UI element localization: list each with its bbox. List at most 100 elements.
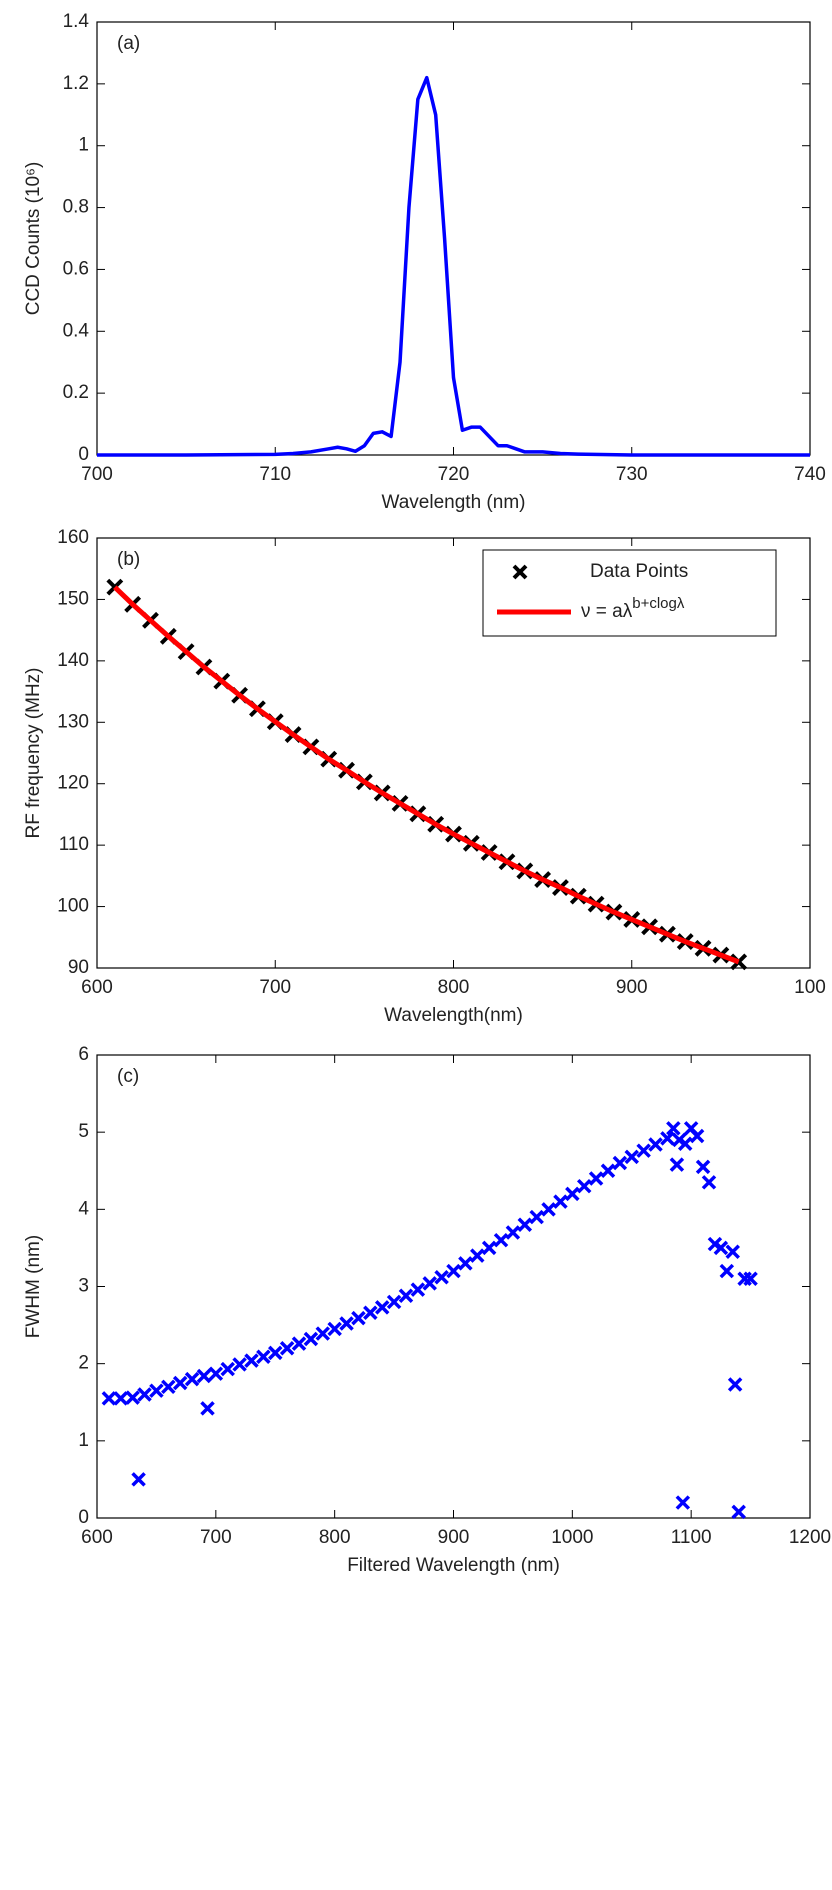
x-marker xyxy=(363,1305,378,1320)
panel-label: (c) xyxy=(117,1066,139,1087)
x-marker xyxy=(695,1159,711,1175)
x-marker xyxy=(458,1256,473,1271)
legend-superscript: b+clogλ xyxy=(632,595,685,612)
plot-area xyxy=(96,1054,811,1519)
x-marker xyxy=(172,1375,188,1391)
x-marker xyxy=(701,1175,717,1190)
x-marker xyxy=(517,1217,533,1233)
x-marker xyxy=(303,1331,319,1347)
x-tick-label: 1200 xyxy=(789,1527,831,1548)
y-tick-label: 5 xyxy=(78,1121,89,1142)
x-marker xyxy=(493,1232,509,1248)
x-marker xyxy=(576,1178,592,1194)
x-marker xyxy=(232,1357,247,1372)
x-marker xyxy=(636,1143,651,1158)
y-tick-label: 0.8 xyxy=(63,197,89,218)
y-tick-label: 4 xyxy=(78,1198,89,1219)
x-marker xyxy=(505,1225,521,1240)
legend-label: Data Points xyxy=(590,561,688,582)
x-axis-label: Wavelength (nm) xyxy=(382,492,526,513)
legend-text: Data Points xyxy=(590,561,688,582)
x-marker xyxy=(374,1300,390,1315)
y-tick-label: 140 xyxy=(57,650,89,671)
x-marker xyxy=(125,1390,140,1405)
x-marker xyxy=(624,1149,639,1165)
x-tick-label: 900 xyxy=(438,1527,470,1548)
panel: 700 710 720 730 740 0 0.2 0.4 0.6 0.8 1 1.2 1.4 Wavel… xyxy=(23,11,826,513)
x-marker xyxy=(351,1310,366,1326)
x-marker xyxy=(184,1371,200,1387)
x-marker xyxy=(660,1131,675,1146)
x-marker xyxy=(727,1377,743,1392)
x-marker xyxy=(743,1271,758,1287)
y-tick-label: 120 xyxy=(57,773,89,794)
x-marker xyxy=(208,1366,224,1381)
x-tick-label: 720 xyxy=(438,464,470,485)
x-tick-label: 1100 xyxy=(671,1527,712,1548)
x-marker xyxy=(689,1128,705,1144)
panel-label: (a) xyxy=(117,33,140,54)
y-tick-label: 0.2 xyxy=(63,382,89,403)
x-tick-label: 600 xyxy=(81,977,113,998)
x-marker xyxy=(719,1263,735,1279)
series-group xyxy=(97,75,810,457)
x-marker xyxy=(600,1163,616,1178)
x-marker xyxy=(386,1294,402,1310)
x-marker xyxy=(101,1391,117,1406)
y-tick-label: 150 xyxy=(57,588,89,609)
x-axis-label: Filtered Wavelength (nm) xyxy=(347,1555,560,1576)
x-marker xyxy=(244,1353,259,1368)
legend-box xyxy=(482,549,777,637)
y-axis-label: CCD Counts (10⁶) xyxy=(23,162,44,316)
x-marker xyxy=(669,1157,685,1172)
x-marker xyxy=(220,1361,235,1377)
x-tick-label: 600 xyxy=(81,1527,113,1548)
x-tick-label: 800 xyxy=(319,1527,351,1548)
x-marker xyxy=(161,1379,176,1395)
x-marker xyxy=(677,1136,693,1151)
y-tick-label: 6 xyxy=(78,1044,89,1065)
x-marker xyxy=(731,1504,746,1520)
x-marker xyxy=(149,1383,164,1398)
y-tick-label: 2 xyxy=(78,1353,89,1374)
x-marker xyxy=(512,564,528,580)
x-marker xyxy=(529,1209,544,1225)
x-tick-label: 710 xyxy=(259,464,291,485)
y-tick-label: 0 xyxy=(78,1507,89,1528)
y-tick-label: 0 xyxy=(78,444,89,465)
y-tick-label: 0.6 xyxy=(63,258,89,279)
panel: 600 700 800 900 100 90 100 110 120 130 140 150 160 Wa… xyxy=(23,527,826,1026)
legend-label: ν = aλb+clogλ xyxy=(581,595,685,622)
x-marker xyxy=(315,1326,331,1341)
x-marker xyxy=(612,1155,628,1171)
x-marker xyxy=(553,1194,568,1209)
y-tick-label: 1 xyxy=(78,1430,89,1451)
y-tick-label: 0.4 xyxy=(63,320,90,341)
y-tick-label: 100 xyxy=(57,896,89,917)
x-marker xyxy=(713,1240,729,1256)
panel-label: (b) xyxy=(117,549,140,570)
y-tick-label: 1 xyxy=(78,135,89,156)
legend-text: ν = aλ xyxy=(581,601,633,622)
y-tick-label: 3 xyxy=(78,1276,89,1297)
x-marker xyxy=(200,1401,215,1416)
x-tick-label: 100 xyxy=(794,977,826,998)
x-tick-label: 730 xyxy=(616,464,648,485)
x-marker xyxy=(725,1244,740,1260)
y-tick-label: 90 xyxy=(68,957,89,978)
series-group xyxy=(101,1121,758,1520)
plot-area xyxy=(96,21,811,456)
x-marker xyxy=(268,1345,283,1361)
x-marker xyxy=(565,1186,580,1202)
y-tick-label: 110 xyxy=(59,834,89,855)
x-marker xyxy=(291,1336,307,1351)
x-marker xyxy=(398,1288,414,1303)
x-tick-label: 740 xyxy=(794,464,826,485)
y-tick-label: 1.4 xyxy=(63,11,90,32)
x-marker xyxy=(137,1387,152,1402)
x-marker xyxy=(279,1340,295,1356)
data-line xyxy=(97,75,810,457)
x-marker xyxy=(113,1391,129,1406)
x-marker xyxy=(131,1472,146,1487)
